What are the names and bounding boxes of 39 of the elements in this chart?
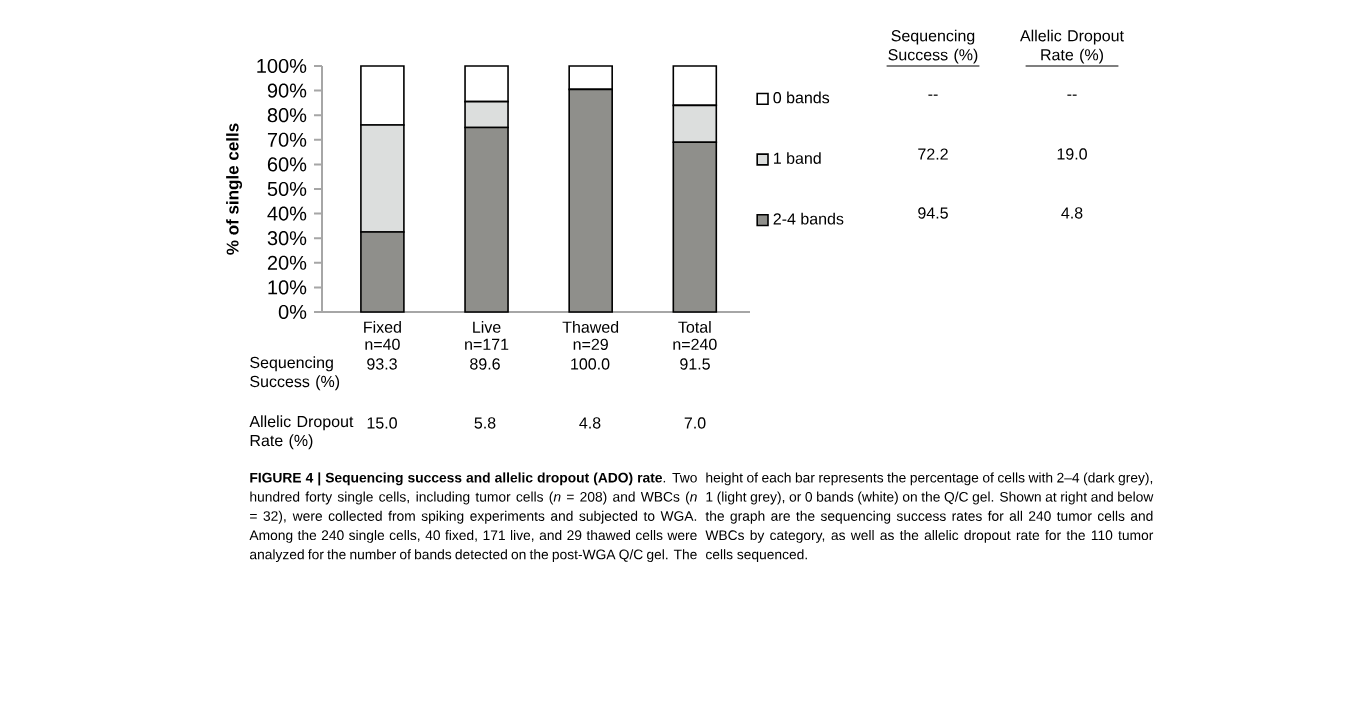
- text: height of each bar represents the percentage of cells with 2–4 (dark grey), 1 (light grey), or 0 bands (white) on the Q/C gel. Shown at right and below the graph are the sequencing success rates for all 240 tumor cells and WBCs by category, as well as the allelic dropout rate for the 110 tumor cells sequenced.: [705, 472, 1154, 563]
- text: 7.0: [684, 417, 706, 429]
- text: 4.8: [579, 417, 601, 429]
- x-tick-label: Thawed n=29: [562, 321, 619, 350]
- legend-label: 1 band: [774, 152, 821, 164]
- text: Sequencing Success (%): [250, 356, 340, 391]
- y-tick-label: 30%: [267, 231, 307, 246]
- text: --: [1067, 94, 1077, 96]
- text: 89.6: [470, 358, 500, 370]
- y-tick-label: 60%: [267, 157, 307, 172]
- y-axis-title: % of single cells: [226, 123, 243, 255]
- text: --: [928, 94, 938, 96]
- text: 72.2: [918, 148, 948, 160]
- y-tick-label: 10%: [268, 280, 307, 295]
- text: 94.5: [918, 207, 948, 219]
- legend-label: 0 bands: [773, 91, 830, 104]
- y-tick-label: 90%: [267, 83, 307, 98]
- y-tick-label: 50%: [267, 181, 307, 197]
- y-tick-label: 100%: [257, 58, 307, 74]
- legend-label: 2-4 bands: [773, 212, 844, 225]
- x-tick-label: Total n=240: [673, 321, 717, 350]
- y-tick-label: 70%: [267, 132, 307, 147]
- y-tick-label: 40%: [267, 206, 307, 221]
- text: 91.5: [680, 358, 710, 370]
- text: FIGURE 4 | Sequencing success and allelic dropout (ADO) rate. Two hundred forty single cells, including tumor cells (n = 208) and WBCs (n = 32), were collected from spiking experiments and subjected to WGA. Among the 240 single cells, 40 fixed, 171 live, and 29 thawed cells were analyzed for the number of bands detected on the post-WGA Q/C gel. The: [249, 472, 697, 563]
- text: 19.0: [1057, 148, 1087, 160]
- text: 93.3: [367, 358, 397, 370]
- x-tick-label: Live n=171: [465, 321, 509, 350]
- text: Sequencing Success (%): [888, 29, 978, 64]
- y-tick-label: 0%: [278, 304, 307, 320]
- text: 100.0: [571, 358, 610, 370]
- text: 4.8: [1061, 207, 1083, 219]
- text: Allelic Dropout Rate (%): [1020, 29, 1124, 64]
- y-tick-label: 80%: [267, 108, 307, 123]
- y-tick-label: 20%: [267, 255, 307, 270]
- text: 15.0: [367, 417, 397, 429]
- x-tick-label: Fixed n=40: [364, 321, 401, 350]
- text: Allelic Dropout Rate (%): [249, 415, 354, 450]
- text: 5.8: [474, 417, 496, 429]
